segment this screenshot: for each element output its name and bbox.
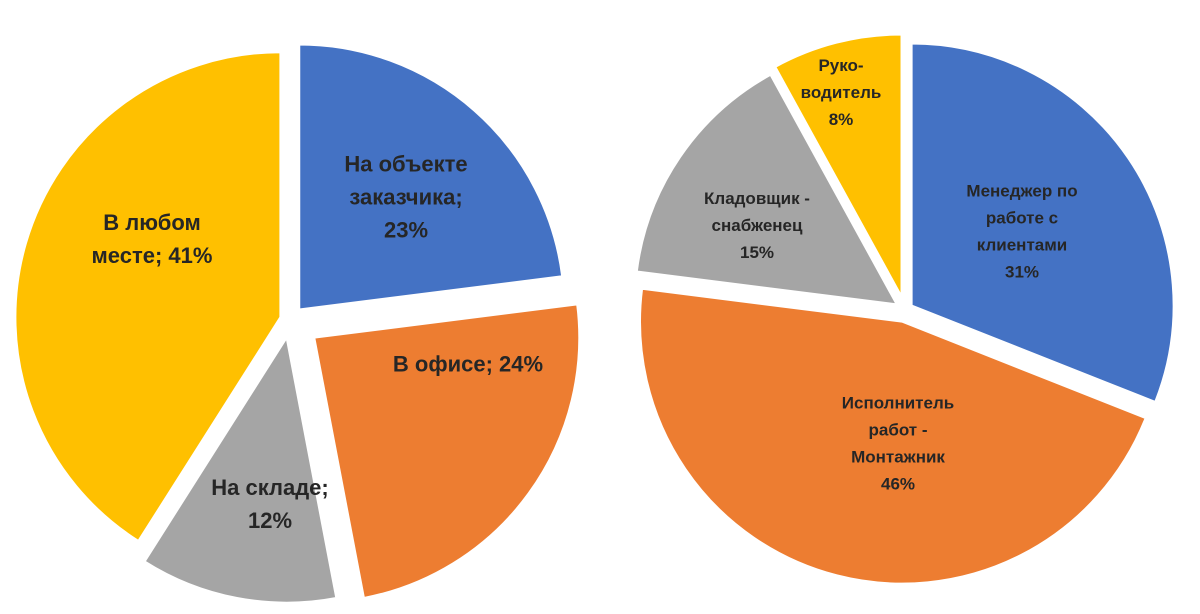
pie-slice-label-line: работе с [986,208,1058,227]
pie-slice-label-line: Монтажник [851,447,945,466]
pie-slice-label-1-1: Исполнитель работ - Монтажник 46% [842,393,954,493]
pie-slice-label-0-3: В любом месте; 41% [92,210,213,268]
pie-slice-label-line: 8% [829,110,854,129]
pie-slice-1-2 [635,73,899,306]
pie-slice-label-0-0: На объекте заказчика; 23% [344,152,467,243]
pie-slice-0-1 [313,303,581,600]
pie-slice-label-line: 23% [384,218,428,243]
pie-slice-0-2 [143,335,338,604]
pie-slice-label-line: 12% [248,508,292,533]
pie-slice-label-line: В офисе; 24% [393,352,543,377]
pie-slice-label-line: Исполнитель [842,393,954,412]
pie-slice-label-line: На складе; [211,475,329,500]
pie-slice-1-3 [773,33,903,297]
pie-slice-1-0 [910,42,1175,404]
pie-slice-0-3 [14,51,282,543]
pie-slice-label-line: водитель [801,83,882,102]
pie-slice-label-line: месте; 41% [92,243,213,268]
pie-slice-label-line: заказчика; [349,185,462,210]
pie-slice-label-line: Менеджер по [966,181,1077,200]
pie-slice-label-line: На объекте [344,152,467,177]
pie-slice-0-0 [298,43,564,311]
pie-slice-label-1-2: Кладовщик - снабженец 15% [704,189,810,262]
pie-slice-label-line: 31% [1005,262,1039,281]
pie-slice-label-line: В любом [103,210,201,235]
pie-slice-label-line: снабженец [712,216,803,235]
pie-slice-label-line: работ - [868,420,927,439]
pie-slice-label-line: Руко- [818,56,863,75]
pie-slice-label-line: 46% [881,474,915,493]
pie-slice-label-1-0: Менеджер по работе с клиентами 31% [966,181,1077,281]
pie-slice-label-line: Кладовщик - [704,189,810,208]
pie-slice-label-line: клиентами [977,235,1068,254]
pie-slice-1-1 [639,287,1147,585]
pie-slice-label-1-3: Руко-водитель 8% [801,56,882,129]
pie-slice-label-0-2: На складе; 12% [211,475,329,533]
pie-slice-label-0-1: В офисе; 24% [393,352,543,377]
pie-slice-label-line: 15% [740,243,774,262]
